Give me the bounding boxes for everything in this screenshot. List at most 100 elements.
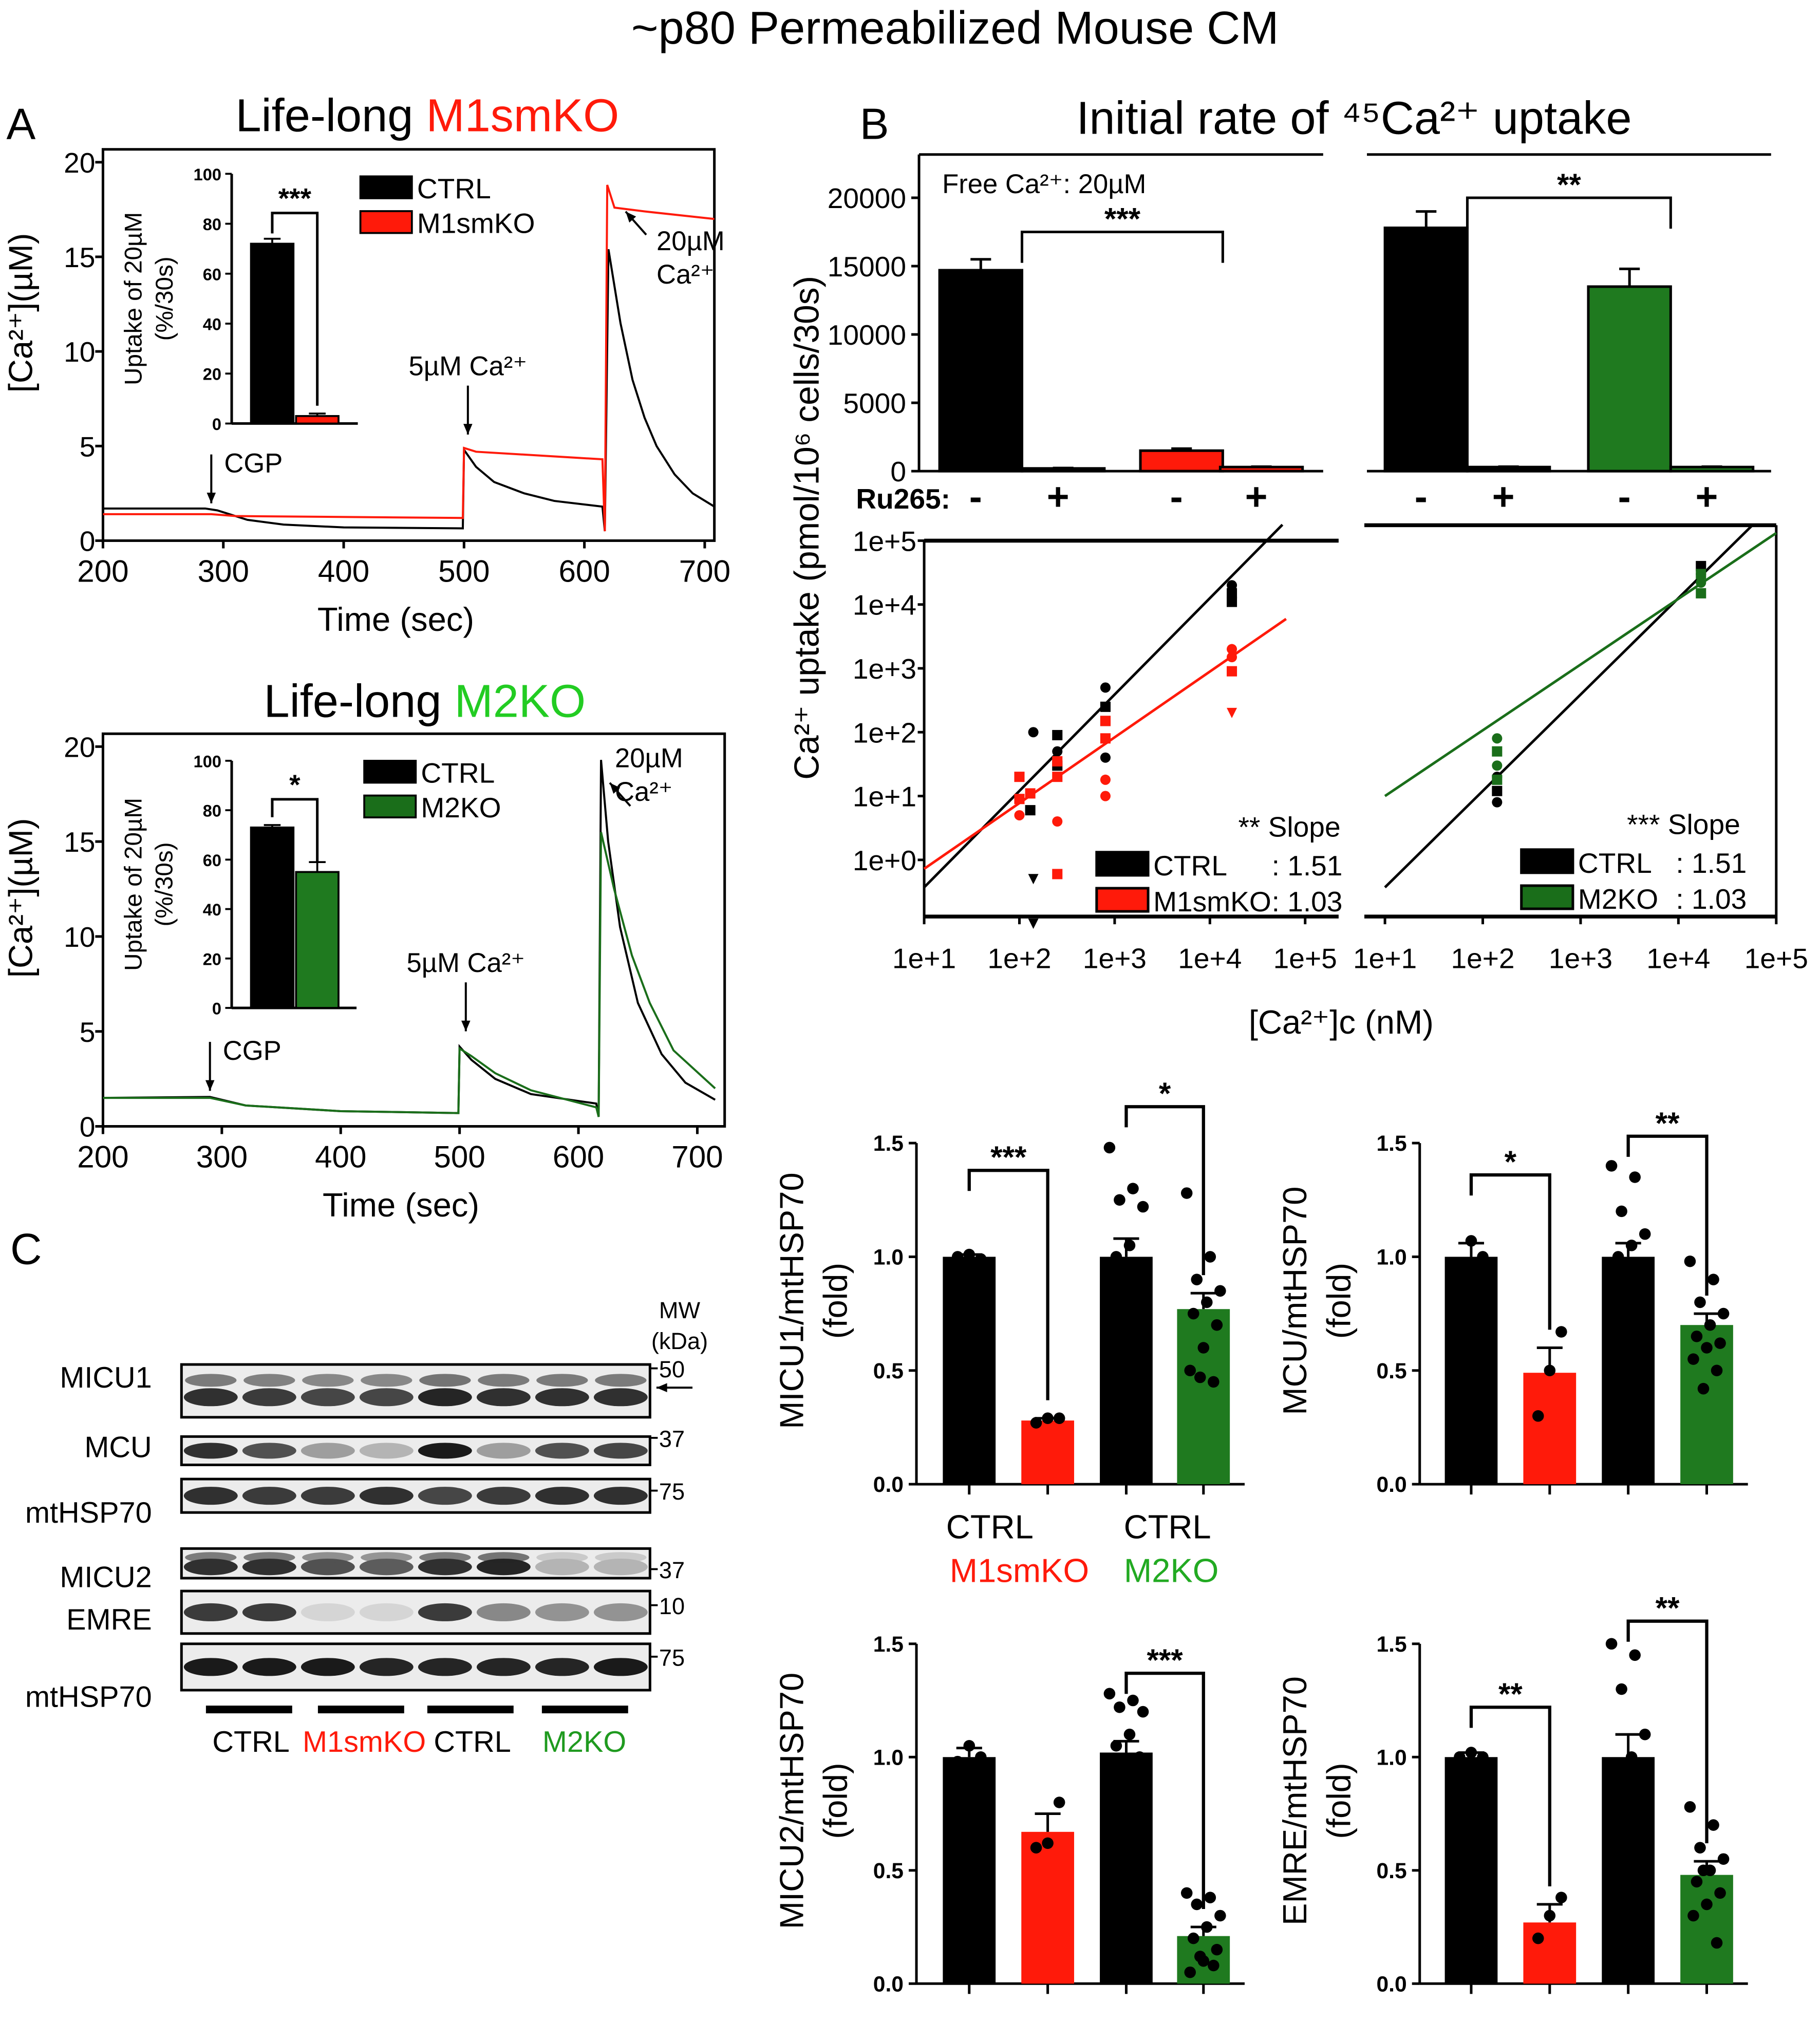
western-blot: MICU1 50 MCU 37 mtHSP70 75 MICU2 37 EMRE 10 mtHSP7…: [25, 1297, 708, 1758]
group-label-m2ko: M2KO: [1124, 1552, 1219, 1589]
protein-band: [242, 1443, 296, 1459]
significance-bracket: [1626, 1134, 1709, 1296]
significance-bracket: [1469, 1173, 1551, 1330]
data-point: [1187, 1307, 1199, 1320]
panel-b-title: Initial rate of ⁴⁵Ca²⁺ uptake: [1076, 92, 1631, 144]
protein-band: [418, 1603, 472, 1621]
data-point: [1014, 794, 1025, 804]
group-label-ctrl: CTRL: [1124, 1508, 1211, 1545]
x-tick-label: 1e+2: [1451, 942, 1514, 974]
data-point: [1052, 816, 1063, 827]
data-point: [1616, 1683, 1627, 1695]
data-point: [1492, 774, 1503, 785]
protein-band: [361, 1374, 412, 1387]
data-point: [1114, 1701, 1125, 1713]
data-point: [1492, 797, 1503, 808]
legend-label: M2KO: [421, 792, 501, 824]
data-point: [1107, 1774, 1119, 1786]
panel-label-c: C: [10, 1225, 42, 1274]
x-axis-label: Time (sec): [317, 601, 474, 638]
protein-band: [478, 1374, 530, 1387]
inset-bar-m2ko: [295, 871, 340, 1009]
plot-frame: [101, 732, 726, 1128]
annotation-20um-ca: Ca²⁺: [656, 259, 715, 290]
significance-label: **: [1656, 1591, 1680, 1625]
data-point: [1622, 1274, 1634, 1285]
y-axis-label-unit: (fold): [1320, 1763, 1357, 1839]
protein-band: [242, 1388, 296, 1407]
data-point: [1636, 1774, 1647, 1786]
title-prefix: Life-long: [264, 676, 455, 727]
fit-line-m2ko: [1384, 532, 1777, 797]
y-axis-label-unit: (fold): [817, 1763, 854, 1839]
data-point: [1227, 588, 1237, 598]
significance-label: ***: [278, 182, 312, 214]
significance-label: *: [1505, 1145, 1517, 1179]
protein-band: [476, 1388, 531, 1407]
data-point: [1622, 1785, 1634, 1797]
bar-m1smko-vehicle: [1139, 449, 1224, 473]
data-point: [1134, 1262, 1146, 1274]
y-tick-label: 15000: [828, 251, 906, 283]
lane-group-bar: [427, 1706, 514, 1714]
arrowhead-icon: [461, 1020, 471, 1032]
bar-m1smko: [1021, 1420, 1074, 1485]
data-point: [1100, 701, 1111, 712]
data-point: [1030, 1417, 1042, 1429]
data-point: [1632, 1808, 1644, 1820]
lane-group-label: CTRL: [434, 1726, 511, 1758]
data-point: [951, 1251, 964, 1263]
data-point: [1492, 785, 1503, 796]
blot-row-label: MICU2: [60, 1561, 152, 1594]
protein-band: [183, 1558, 238, 1576]
ru265-sign: +: [1492, 475, 1515, 518]
y-tick-label: 10000: [828, 319, 906, 351]
y-tick-label: 1e+4: [853, 589, 916, 621]
y-tick-label: 0.0: [873, 1972, 904, 1996]
y-tick-label: 1.0: [873, 1745, 904, 1770]
trace-ctrl: [103, 249, 715, 532]
mw-marker-label: 37: [659, 1426, 685, 1452]
protein-band: [242, 1603, 296, 1621]
arrowhead-icon: [656, 1383, 667, 1392]
annotation-20um: 20µM: [656, 226, 725, 256]
protein-band: [595, 1552, 647, 1563]
trace-m1smko: [103, 184, 715, 532]
quant-chart-micu2-quant: 0.0 0.5 1.0 1.5 MICU2/mtHSP70 (fold) ***: [773, 1632, 1245, 1996]
protein-band: [593, 1487, 648, 1505]
data-point: [1697, 1382, 1710, 1395]
data-point: [1052, 729, 1063, 740]
protein-band: [418, 1658, 472, 1676]
inset-y-axis-label-unit: (%/30s): [151, 842, 178, 926]
x-tick-label: 300: [198, 554, 249, 589]
y-tick-label: 20: [64, 731, 95, 763]
data-point: [1184, 1966, 1196, 1978]
legend-title: *** Slope: [1627, 809, 1740, 840]
y-tick-label: 0.0: [873, 1472, 904, 1497]
data-point: [1117, 1274, 1129, 1285]
data-point: [1191, 1274, 1203, 1285]
significance-bracket: [271, 798, 319, 862]
protein-band: [595, 1374, 647, 1387]
y-axis-label: MICU1/mtHSP70: [773, 1172, 811, 1429]
data-point: [1184, 1364, 1196, 1377]
protein-band: [593, 1443, 648, 1459]
data-point: [951, 1755, 964, 1768]
data-point: [1123, 1728, 1136, 1741]
data-point: [1605, 1638, 1618, 1650]
arrowhead-icon: [625, 211, 636, 223]
lane-group-bar: [317, 1706, 404, 1714]
y-tick-label: 1e+1: [853, 781, 916, 813]
chart-title: Life-long M2KO: [264, 676, 586, 727]
data-point: [1711, 1364, 1723, 1377]
data-point: [1120, 1285, 1132, 1297]
annotation-cgp: CGP: [223, 1036, 282, 1066]
y-tick-label: 1.5: [1376, 1131, 1406, 1156]
bar-ctrl: [1100, 1752, 1153, 1984]
mw-marker-label: 37: [659, 1557, 685, 1583]
data-point: [1227, 580, 1237, 591]
protein-band: [183, 1603, 238, 1621]
data-point: [1696, 569, 1706, 579]
annotation-cgp: CGP: [224, 448, 283, 479]
